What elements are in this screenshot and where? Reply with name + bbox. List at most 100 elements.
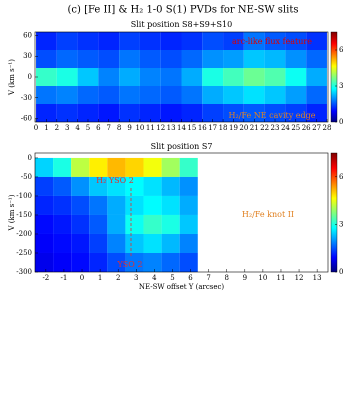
heat-cell (161, 157, 180, 177)
heat-cell (264, 50, 286, 68)
heat-cell (98, 86, 120, 104)
heat-cell (36, 104, 57, 122)
x-tick-label: 24 (281, 124, 290, 132)
heat-cell (53, 252, 72, 272)
x-tick-label: 9 (243, 274, 247, 282)
x-tick-label: 11 (146, 124, 155, 132)
heat-cell (53, 233, 72, 253)
x-tick-label: -1 (61, 274, 68, 282)
heat-cell (125, 195, 144, 215)
heat-cell (56, 68, 78, 86)
heat-cell (35, 252, 54, 272)
colorbar (330, 31, 338, 123)
heat-cell (119, 32, 140, 50)
heat-cell (119, 104, 140, 122)
heat-cell (119, 68, 140, 86)
x-tick-label: 27 (312, 124, 321, 132)
heat-cell (125, 176, 144, 196)
y-tick-label: -150 (16, 211, 32, 219)
heat-cell (179, 233, 198, 253)
x-tick-label: 12 (156, 124, 165, 132)
x-tick-label: 14 (177, 124, 186, 132)
heat-cell (89, 252, 108, 272)
heat-cell (56, 104, 78, 122)
heat-cell (36, 68, 57, 86)
heat-cell (143, 252, 162, 272)
heat-cell (306, 32, 327, 50)
heat-cell (202, 68, 224, 86)
colorbar-tick-label: 6 (339, 46, 344, 54)
heat-cell (56, 86, 78, 104)
x-tick-label: 13 (167, 124, 176, 132)
heat-cell (56, 32, 78, 50)
heat-cell (98, 104, 120, 122)
heat-cell (202, 32, 224, 50)
y-tick-label: 60 (23, 31, 32, 39)
heat-cell (264, 68, 286, 86)
x-tick-label: 5 (86, 124, 90, 132)
heat-cell (139, 50, 161, 68)
heat-cell (179, 195, 198, 215)
heat-cell (285, 86, 307, 104)
x-axis-label: NE-SW offset Y (arcsec) (139, 283, 225, 291)
y-tick-label: -50 (21, 173, 32, 181)
annotation: arc-like flux feature (232, 37, 312, 46)
x-tick-label: 25 (291, 124, 300, 132)
x-tick-label: 7 (206, 274, 210, 282)
heat-cell (161, 195, 180, 215)
heat-cell (306, 68, 327, 86)
heat-cell (306, 50, 327, 68)
heat-cell (119, 50, 140, 68)
y-tick-label: -250 (16, 249, 32, 257)
x-tick-label: -2 (42, 274, 49, 282)
heat-cell (89, 214, 108, 234)
heat-cell (139, 86, 161, 104)
heat-cell (181, 104, 203, 122)
x-tick-label: 3 (65, 124, 69, 132)
heat-cell (179, 157, 198, 177)
heat-cell (160, 68, 182, 86)
heat-cell (98, 50, 120, 68)
y-axis-label: V (km s⁻¹) (8, 194, 16, 231)
y-tick-label: 30 (23, 52, 32, 60)
heat-cell (107, 176, 126, 196)
y-tick-label: -60 (21, 115, 32, 123)
heat-cell (223, 104, 244, 122)
heat-cell (89, 176, 108, 196)
x-tick-label: 2 (116, 274, 120, 282)
heat-cell (181, 86, 203, 104)
heat-cell (181, 32, 203, 50)
heat-cell (35, 176, 54, 196)
heat-cell (179, 214, 198, 234)
heat-cell (89, 157, 108, 177)
heat-cell (77, 68, 99, 86)
x-tick-label: 8 (117, 124, 121, 132)
x-tick-label: 7 (107, 124, 111, 132)
heat-cell (71, 252, 90, 272)
heat-cell (161, 233, 180, 253)
heat-cell (181, 50, 203, 68)
heat-cell (264, 86, 286, 104)
plot-frame (34, 152, 329, 273)
heat-cell (139, 68, 161, 86)
heat-cell (53, 195, 72, 215)
heat-cell (139, 32, 161, 50)
heat-cell (143, 157, 162, 177)
heat-cell (71, 214, 90, 234)
x-tick-label: 4 (152, 274, 157, 282)
heat-cell (71, 176, 90, 196)
colorbar-tick-label: 3 (339, 82, 343, 90)
colorbar-tick-label: 3 (339, 220, 343, 228)
x-tick-label: 1 (44, 124, 48, 132)
x-tick-label: 9 (127, 124, 131, 132)
panel-title: Slit position S8+S9+S10 (131, 20, 232, 29)
x-tick-label: 23 (271, 124, 280, 132)
heat-cell (107, 157, 126, 177)
heat-cell (36, 86, 57, 104)
heat-cell (223, 32, 244, 50)
heat-cell (181, 68, 203, 86)
heat-cell (285, 68, 307, 86)
heat-cell (306, 104, 327, 122)
heat-cell (89, 195, 108, 215)
